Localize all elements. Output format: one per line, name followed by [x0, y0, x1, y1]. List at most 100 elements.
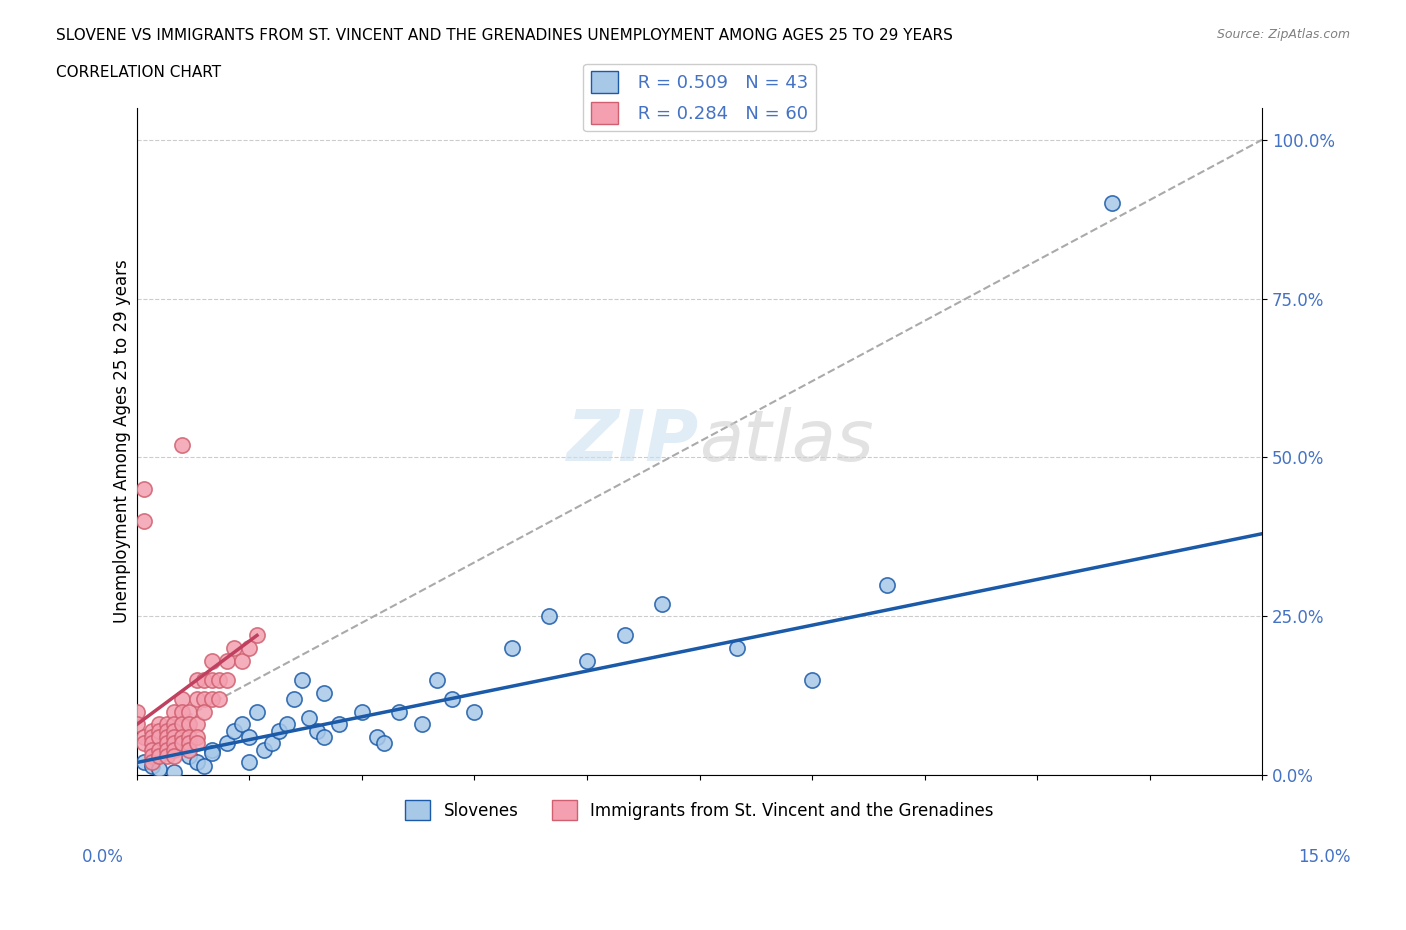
- Point: [141, 758, 163, 773]
- Point: [238, 730, 260, 745]
- Point: [179, 717, 201, 732]
- Point: [215, 736, 238, 751]
- Point: [253, 742, 276, 757]
- Point: [156, 724, 179, 738]
- Point: [193, 758, 215, 773]
- Point: [328, 717, 350, 732]
- Point: [305, 724, 328, 738]
- Point: [613, 628, 636, 643]
- Point: [201, 746, 224, 761]
- Y-axis label: Unemployment Among Ages 25 to 29 years: Unemployment Among Ages 25 to 29 years: [114, 259, 131, 623]
- Point: [148, 762, 170, 777]
- Point: [231, 717, 253, 732]
- Point: [141, 724, 163, 738]
- Point: [179, 749, 201, 764]
- Point: [246, 704, 269, 719]
- Point: [231, 654, 253, 669]
- Point: [388, 704, 411, 719]
- Point: [314, 730, 336, 745]
- Point: [193, 704, 215, 719]
- Point: [170, 692, 193, 707]
- Point: [148, 717, 170, 732]
- Point: [163, 736, 186, 751]
- Point: [134, 730, 156, 745]
- Point: [538, 609, 561, 624]
- Point: [276, 717, 298, 732]
- Point: [170, 730, 193, 745]
- Point: [208, 672, 231, 687]
- Point: [179, 704, 201, 719]
- Point: [801, 672, 824, 687]
- Text: ZIP: ZIP: [567, 407, 700, 476]
- Point: [283, 692, 305, 707]
- Point: [366, 730, 388, 745]
- Point: [170, 437, 193, 452]
- Text: atlas: atlas: [700, 407, 875, 476]
- Point: [269, 724, 291, 738]
- Point: [208, 692, 231, 707]
- Point: [148, 749, 170, 764]
- Point: [179, 742, 201, 757]
- Point: [215, 672, 238, 687]
- Point: [246, 628, 269, 643]
- Point: [163, 742, 186, 757]
- Point: [193, 672, 215, 687]
- Point: [193, 692, 215, 707]
- Point: [426, 672, 449, 687]
- Point: [186, 717, 208, 732]
- Point: [224, 641, 246, 656]
- Point: [125, 717, 148, 732]
- Point: [148, 742, 170, 757]
- Point: [179, 736, 201, 751]
- Point: [134, 736, 156, 751]
- Text: SLOVENE VS IMMIGRANTS FROM ST. VINCENT AND THE GRENADINES UNEMPLOYMENT AMONG AGE: SLOVENE VS IMMIGRANTS FROM ST. VINCENT A…: [56, 28, 953, 43]
- Point: [201, 654, 224, 669]
- Point: [201, 692, 224, 707]
- Text: 15.0%: 15.0%: [1298, 848, 1351, 866]
- Point: [224, 724, 246, 738]
- Point: [156, 730, 179, 745]
- Point: [141, 755, 163, 770]
- Point: [314, 685, 336, 700]
- Point: [134, 482, 156, 497]
- Point: [201, 672, 224, 687]
- Point: [156, 742, 179, 757]
- Text: Source: ZipAtlas.com: Source: ZipAtlas.com: [1216, 28, 1350, 41]
- Point: [186, 672, 208, 687]
- Point: [156, 717, 179, 732]
- Point: [876, 578, 898, 592]
- Point: [238, 641, 260, 656]
- Point: [501, 641, 523, 656]
- Point: [201, 742, 224, 757]
- Point: [575, 654, 598, 669]
- Point: [260, 736, 283, 751]
- Point: [350, 704, 373, 719]
- Point: [440, 692, 463, 707]
- Point: [148, 724, 170, 738]
- Text: CORRELATION CHART: CORRELATION CHART: [56, 65, 221, 80]
- Point: [141, 742, 163, 757]
- Point: [186, 692, 208, 707]
- Point: [463, 704, 485, 719]
- Point: [141, 749, 163, 764]
- Point: [156, 736, 179, 751]
- Point: [186, 730, 208, 745]
- Point: [125, 704, 148, 719]
- Point: [298, 711, 321, 725]
- Point: [163, 764, 186, 779]
- Point: [163, 717, 186, 732]
- Point: [186, 736, 208, 751]
- Point: [238, 755, 260, 770]
- Point: [170, 736, 193, 751]
- Point: [163, 749, 186, 764]
- Point: [186, 755, 208, 770]
- Point: [148, 730, 170, 745]
- Point: [170, 704, 193, 719]
- Point: [651, 596, 673, 611]
- Point: [141, 730, 163, 745]
- Legend: Slovenes, Immigrants from St. Vincent and the Grenadines: Slovenes, Immigrants from St. Vincent an…: [399, 793, 1000, 827]
- Point: [411, 717, 433, 732]
- Point: [215, 654, 238, 669]
- Point: [156, 749, 179, 764]
- Point: [170, 717, 193, 732]
